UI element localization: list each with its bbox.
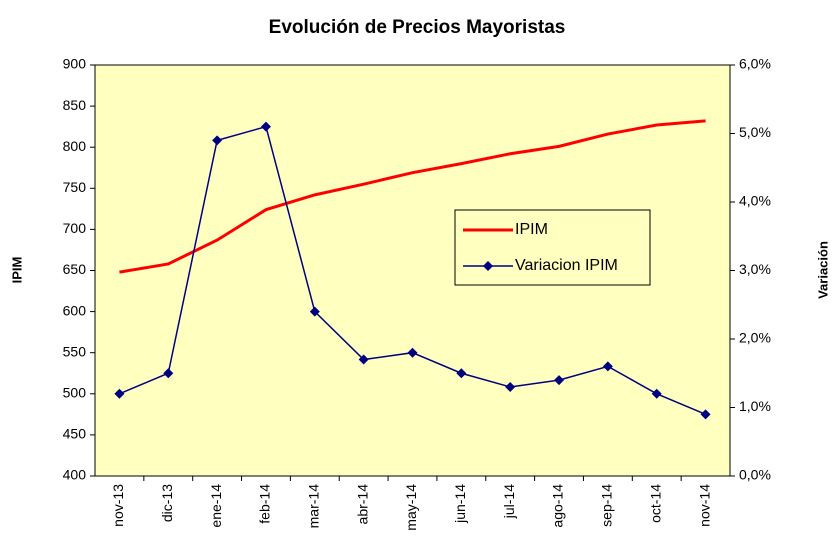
chart-title: Evolución de Precios Mayoristas xyxy=(269,17,566,38)
x-tick-label: may-14 xyxy=(403,484,419,531)
x-tick-label: ago-14 xyxy=(550,484,566,528)
legend-marker xyxy=(483,261,493,271)
series-marker xyxy=(163,368,174,379)
y-tick-label: 750 xyxy=(63,179,87,195)
series-marker xyxy=(505,381,516,392)
x-tick-label: nov-14 xyxy=(696,484,712,527)
series-marker xyxy=(456,368,467,379)
y2-tick-label: 5,0% xyxy=(739,124,771,140)
y-tick-label: 850 xyxy=(63,97,87,113)
y-tick-label: 400 xyxy=(63,467,87,483)
x-tick-label: sep-14 xyxy=(599,484,615,527)
y-tick-label: 600 xyxy=(63,302,87,318)
series-marker xyxy=(554,375,565,386)
series-marker xyxy=(651,388,662,399)
y-tick-label: 650 xyxy=(63,261,87,277)
x-tick-label: jun-14 xyxy=(452,484,468,524)
y-tick-label: 900 xyxy=(63,56,87,72)
x-tick-label: abr-14 xyxy=(354,484,370,525)
y2-axis-label: Variación xyxy=(815,241,830,299)
y2-tick-label: 2,0% xyxy=(739,330,771,346)
y-tick-label: 500 xyxy=(63,385,87,401)
legend-label: Variacion IPIM xyxy=(515,257,618,274)
x-tick-label: feb-14 xyxy=(257,484,273,524)
series-marker xyxy=(260,121,271,132)
x-tick-label: mar-14 xyxy=(306,484,322,529)
y2-tick-label: 4,0% xyxy=(739,193,771,209)
series-marker xyxy=(700,409,711,420)
y-tick-label: 550 xyxy=(63,343,87,359)
y-tick-label: 450 xyxy=(63,426,87,442)
x-tick-label: jul-14 xyxy=(501,484,517,519)
y2-tick-label: 1,0% xyxy=(739,398,771,414)
series-marker xyxy=(407,347,418,358)
series-marker xyxy=(212,135,223,146)
legend-box xyxy=(454,209,651,286)
y-tick-label: 800 xyxy=(63,138,87,154)
series-line xyxy=(119,119,706,274)
legend-label: IPIM xyxy=(515,221,548,238)
y2-tick-label: 0,0% xyxy=(739,467,771,483)
series-marker xyxy=(309,306,320,317)
series-marker xyxy=(114,388,125,399)
x-tick-label: ene-14 xyxy=(208,484,224,528)
y2-tick-label: 3,0% xyxy=(739,261,771,277)
x-tick-label: nov-13 xyxy=(110,484,126,527)
y2-tick-label: 6,0% xyxy=(739,56,771,72)
x-tick-label: dic-13 xyxy=(159,484,175,522)
y-tick-label: 700 xyxy=(63,220,87,236)
x-tick-label: oct-14 xyxy=(647,484,663,523)
series-marker xyxy=(602,361,613,372)
y-axis-label: IPIM xyxy=(9,257,24,284)
series-marker xyxy=(358,354,369,365)
